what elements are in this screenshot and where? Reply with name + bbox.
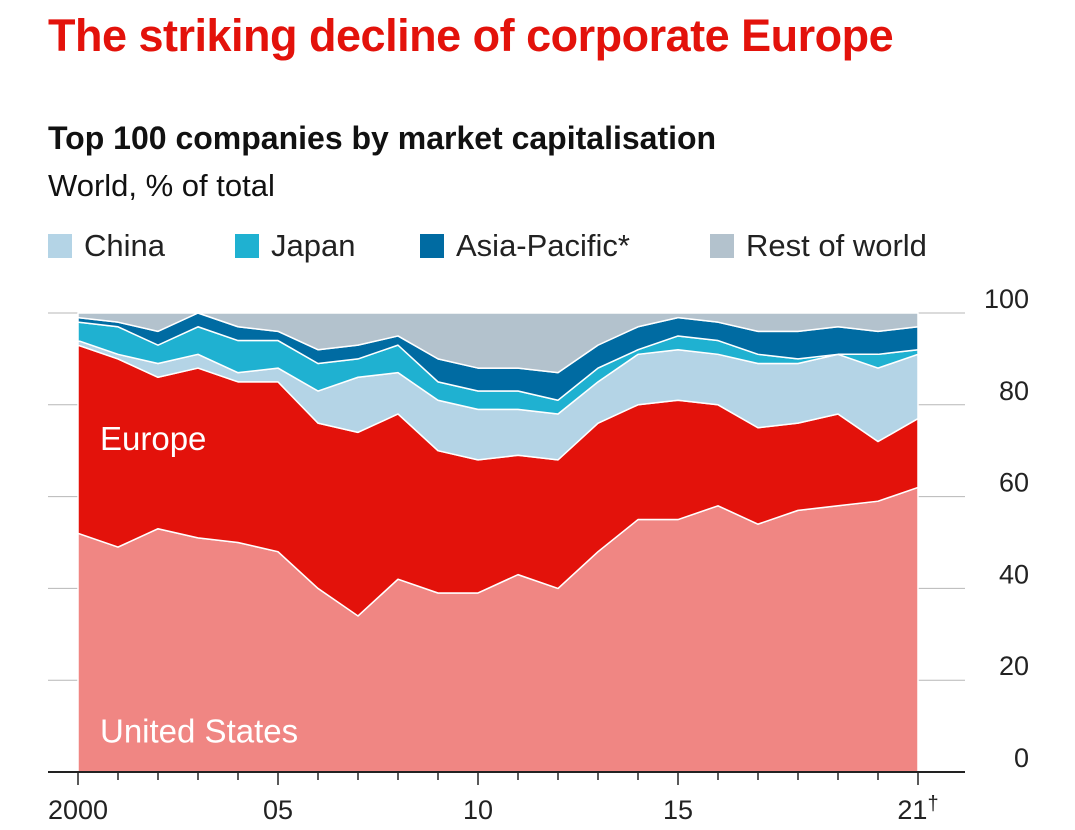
chart-unit: World, % of total (48, 168, 275, 203)
area-rest-of-world (77, 312, 919, 374)
legend-label-china: China (84, 228, 165, 263)
area-label-europe: Europe (100, 420, 206, 457)
y-tick-label-100: 100 (984, 284, 1029, 314)
legend-swatch-asia-pacific (420, 234, 444, 258)
legend-item-rest-of-world: Rest of world (710, 228, 927, 264)
legend-item-japan: Japan (235, 228, 355, 264)
legend-label-japan: Japan (271, 228, 356, 263)
legend-swatch-china (48, 234, 72, 258)
stacked-area-chart: 0 20 40 60 80 100 2000 05 10 15 21† United States… (48, 284, 1029, 825)
legend-label-asia-pacific: Asia-Pacific* (456, 228, 630, 263)
x-tick-label-2015: 15 (663, 795, 693, 825)
y-tick-label-40: 40 (999, 559, 1029, 589)
x-tick-label-2005: 05 (263, 795, 293, 825)
y-tick-label-20: 20 (999, 651, 1029, 681)
x-tick-label-2021: 21† (897, 793, 938, 825)
legend: China Japan Asia-Pacific* Rest of world (48, 228, 1058, 268)
y-tick-label-60: 60 (999, 468, 1029, 498)
y-tick-label-80: 80 (999, 376, 1029, 406)
legend-swatch-rest-of-world (710, 234, 734, 258)
legend-label-rest-of-world: Rest of world (746, 228, 927, 263)
x-tick-marker-2021: † (927, 793, 938, 815)
legend-item-asia-pacific: Asia-Pacific* (420, 228, 630, 264)
legend-swatch-japan (235, 234, 259, 258)
y-tick-label-0: 0 (1014, 743, 1029, 773)
area-label-united-states: United States (100, 713, 298, 750)
legend-item-china: China (48, 228, 165, 264)
chart-title: The striking decline of corporate Europe (48, 10, 894, 61)
x-tick-label-2000: 2000 (48, 795, 108, 825)
x-tick-label-2010: 10 (463, 795, 493, 825)
chart-subtitle: Top 100 companies by market capitalisati… (48, 120, 717, 156)
